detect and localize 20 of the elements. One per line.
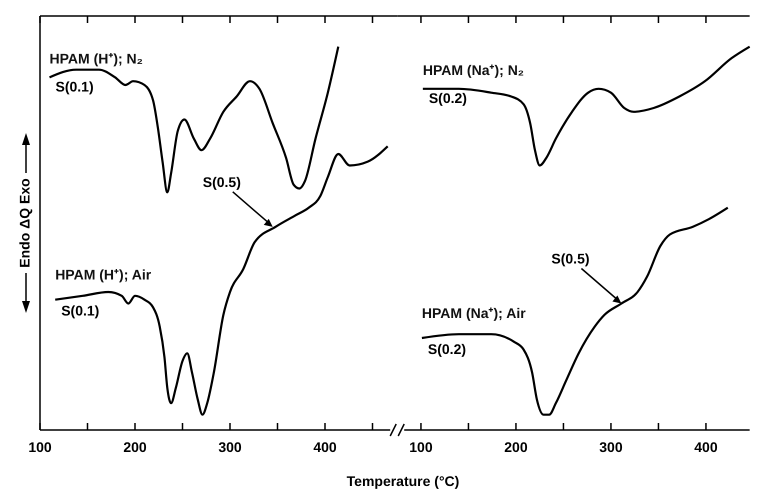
x-tick-label: 200: [123, 439, 147, 455]
x-tick-label: 100: [28, 439, 52, 455]
annotation: S(0.1): [61, 302, 100, 319]
annotation: S(0.1): [56, 78, 94, 94]
x-axis-title: Temperature (°C): [346, 473, 460, 489]
annotation: S(0.2): [428, 341, 466, 357]
series-label: HPAM (H⁺); N₂: [50, 50, 143, 66]
x-tick-label: 200: [504, 439, 528, 455]
x-tick-label: 400: [694, 439, 718, 455]
annotation: S(0.5): [551, 250, 590, 266]
x-tick-label: 400: [313, 439, 337, 455]
annotation: S(0.5): [202, 174, 241, 190]
x-tick-label: 300: [599, 439, 623, 455]
series-label: HPAM (Na⁺); Air: [422, 305, 526, 321]
y-axis-title: Endo ΔQ Exo: [16, 178, 33, 268]
series-label: HPAM (H⁺); Air: [55, 266, 152, 283]
x-tick-label: 100: [409, 439, 433, 455]
series-label: HPAM (Na⁺); N₂: [422, 62, 524, 78]
annotation: S(0.2): [428, 90, 467, 106]
x-tick-label: 300: [218, 439, 242, 455]
